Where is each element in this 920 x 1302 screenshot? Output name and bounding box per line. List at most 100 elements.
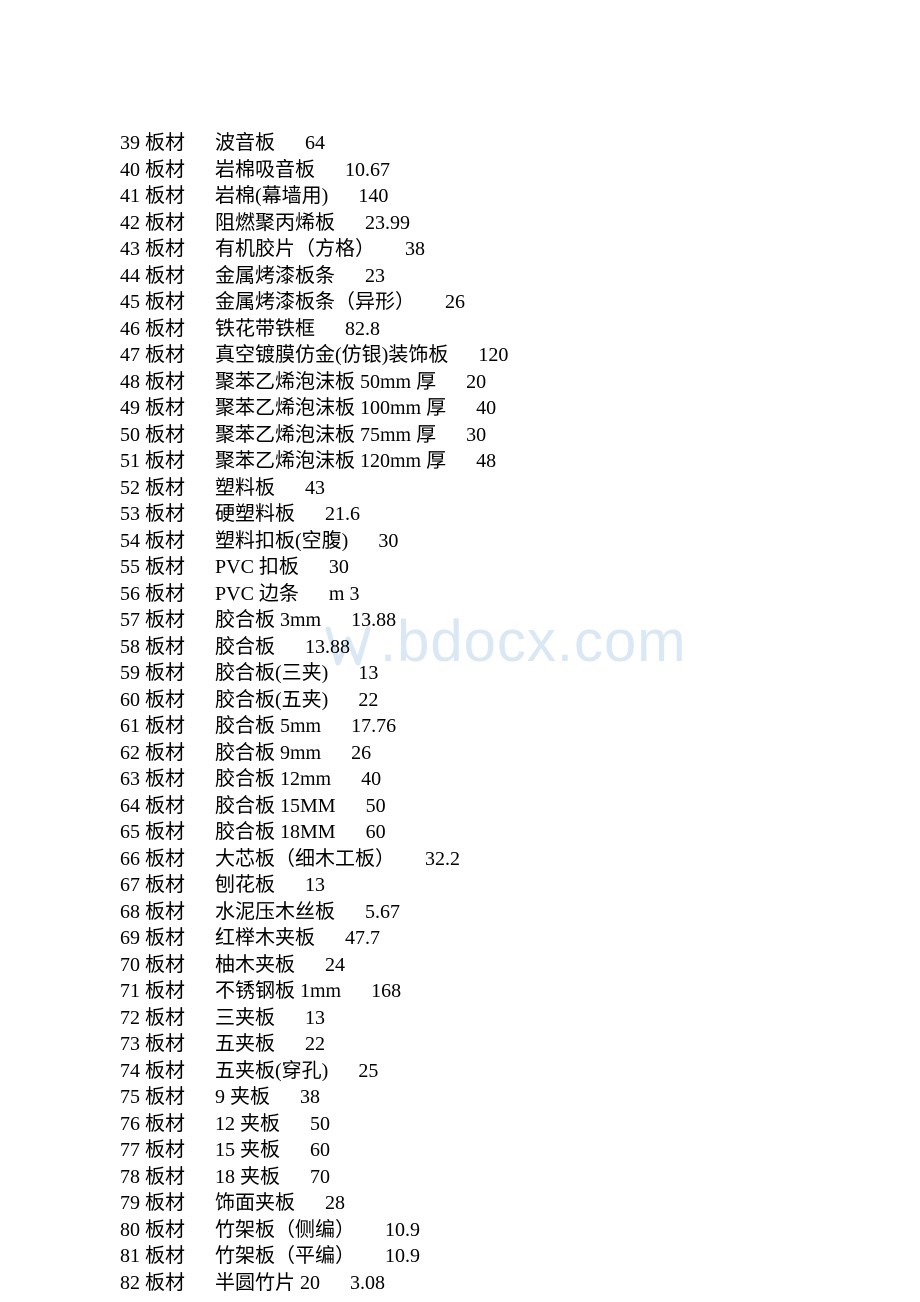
row-category: 板材 xyxy=(145,1272,185,1294)
row-index: 82 xyxy=(120,1272,140,1294)
row-index: 66 xyxy=(120,848,140,870)
row-name: 水泥压木丝板 xyxy=(215,901,335,923)
list-row: 70 板材 柚木夹板 24 xyxy=(120,952,920,979)
row-index: 67 xyxy=(120,874,140,896)
row-price: 21.6 xyxy=(325,503,360,525)
row-price: 38 xyxy=(300,1086,320,1108)
row-price: 26 xyxy=(351,742,371,764)
row-name: PVC 扣板 xyxy=(215,556,299,578)
row-price: 5.67 xyxy=(365,901,400,923)
row-index: 70 xyxy=(120,954,140,976)
row-price: 140 xyxy=(358,185,388,207)
list-row: 41 板材 岩棉(幕墙用) 140 xyxy=(120,183,920,210)
row-category: 板材 xyxy=(145,848,185,870)
row-name: 饰面夹板 xyxy=(215,1192,295,1214)
row-category: 板材 xyxy=(145,556,185,578)
row-category: 板材 xyxy=(145,1245,185,1267)
row-index: 69 xyxy=(120,927,140,949)
row-price: 23 xyxy=(365,265,385,287)
row-price: 38 xyxy=(405,238,425,260)
row-name: 胶合板(三夹) xyxy=(215,662,328,684)
row-index: 43 xyxy=(120,238,140,260)
row-index: 50 xyxy=(120,424,140,446)
list-row: 73 板材 五夹板 22 xyxy=(120,1031,920,1058)
row-price: 40 xyxy=(361,768,381,790)
row-name: 胶合板(五夹) xyxy=(215,689,328,711)
list-row: 81 板材 竹架板（平编） 10.9 xyxy=(120,1243,920,1270)
row-category: 板材 xyxy=(145,795,185,817)
row-index: 56 xyxy=(120,583,140,605)
list-row: 62 板材 胶合板 9mm 26 xyxy=(120,740,920,767)
row-index: 81 xyxy=(120,1245,140,1267)
list-row: 60 板材 胶合板(五夹) 22 xyxy=(120,687,920,714)
row-name: 岩棉(幕墙用) xyxy=(215,185,328,207)
row-name: 不锈钢板 1mm xyxy=(215,980,341,1002)
row-index: 62 xyxy=(120,742,140,764)
row-index: 55 xyxy=(120,556,140,578)
row-index: 47 xyxy=(120,344,140,366)
row-index: 58 xyxy=(120,636,140,658)
row-index: 48 xyxy=(120,371,140,393)
row-name: 柚木夹板 xyxy=(215,954,295,976)
row-index: 49 xyxy=(120,397,140,419)
row-price: 13.88 xyxy=(305,636,350,658)
row-index: 76 xyxy=(120,1113,140,1135)
row-category: 板材 xyxy=(145,821,185,843)
row-extra: m 3 xyxy=(329,583,360,605)
row-category: 板材 xyxy=(145,980,185,1002)
row-category: 板材 xyxy=(145,265,185,287)
row-category: 板材 xyxy=(145,318,185,340)
row-name: 岩棉吸音板 xyxy=(215,159,315,181)
row-category: 板材 xyxy=(145,132,185,154)
row-price: 120 xyxy=(478,344,508,366)
row-price: 13 xyxy=(305,874,325,896)
row-name: 竹架板（侧编） xyxy=(215,1219,355,1241)
row-index: 71 xyxy=(120,980,140,1002)
row-price: 10.67 xyxy=(345,159,390,181)
row-name: 三夹板 xyxy=(215,1007,275,1029)
row-name: 胶合板 12mm xyxy=(215,768,331,790)
list-row: 55 板材 PVC 扣板 30 xyxy=(120,554,920,581)
row-price: 30 xyxy=(466,424,486,446)
row-category: 板材 xyxy=(145,503,185,525)
row-price: 70 xyxy=(310,1166,330,1188)
row-index: 41 xyxy=(120,185,140,207)
list-row: 43 板材 有机胶片（方格） 38 xyxy=(120,236,920,263)
list-row: 54 板材 塑料扣板(空腹) 30 xyxy=(120,528,920,555)
row-index: 39 xyxy=(120,132,140,154)
row-name: 聚苯乙烯泡沫板 120mm 厚 xyxy=(215,450,446,472)
row-index: 74 xyxy=(120,1060,140,1082)
row-category: 板材 xyxy=(145,1060,185,1082)
row-name: 胶合板 xyxy=(215,636,275,658)
row-name: 18 夹板 xyxy=(215,1166,280,1188)
row-category: 板材 xyxy=(145,185,185,207)
row-price: 22 xyxy=(358,689,378,711)
row-price: 13 xyxy=(358,662,378,684)
row-category: 板材 xyxy=(145,1166,185,1188)
row-category: 板材 xyxy=(145,768,185,790)
row-index: 68 xyxy=(120,901,140,923)
row-category: 板材 xyxy=(145,662,185,684)
list-row: 45 板材 金属烤漆板条（异形） 26 xyxy=(120,289,920,316)
row-index: 65 xyxy=(120,821,140,843)
row-name: 波音板 xyxy=(215,132,275,154)
list-row: 69 板材 红榉木夹板 47.7 xyxy=(120,925,920,952)
row-name: 塑料板 xyxy=(215,477,275,499)
row-category: 板材 xyxy=(145,954,185,976)
row-index: 73 xyxy=(120,1033,140,1055)
list-row: 71 板材 不锈钢板 1mm 168 xyxy=(120,978,920,1005)
row-name: 聚苯乙烯泡沫板 75mm 厚 xyxy=(215,424,436,446)
row-price: 25 xyxy=(358,1060,378,1082)
row-index: 63 xyxy=(120,768,140,790)
list-row: 63 板材 胶合板 12mm 40 xyxy=(120,766,920,793)
row-price: 82.8 xyxy=(345,318,380,340)
row-name: 五夹板 xyxy=(215,1033,275,1055)
row-name: 塑料扣板(空腹) xyxy=(215,530,348,552)
list-row: 50 板材 聚苯乙烯泡沫板 75mm 厚 30 xyxy=(120,422,920,449)
list-row: 64 板材 胶合板 15MM 50 xyxy=(120,793,920,820)
row-index: 53 xyxy=(120,503,140,525)
row-index: 72 xyxy=(120,1007,140,1029)
row-name: 阻燃聚丙烯板 xyxy=(215,212,335,234)
list-row: 78 板材 18 夹板 70 xyxy=(120,1164,920,1191)
row-category: 板材 xyxy=(145,291,185,313)
